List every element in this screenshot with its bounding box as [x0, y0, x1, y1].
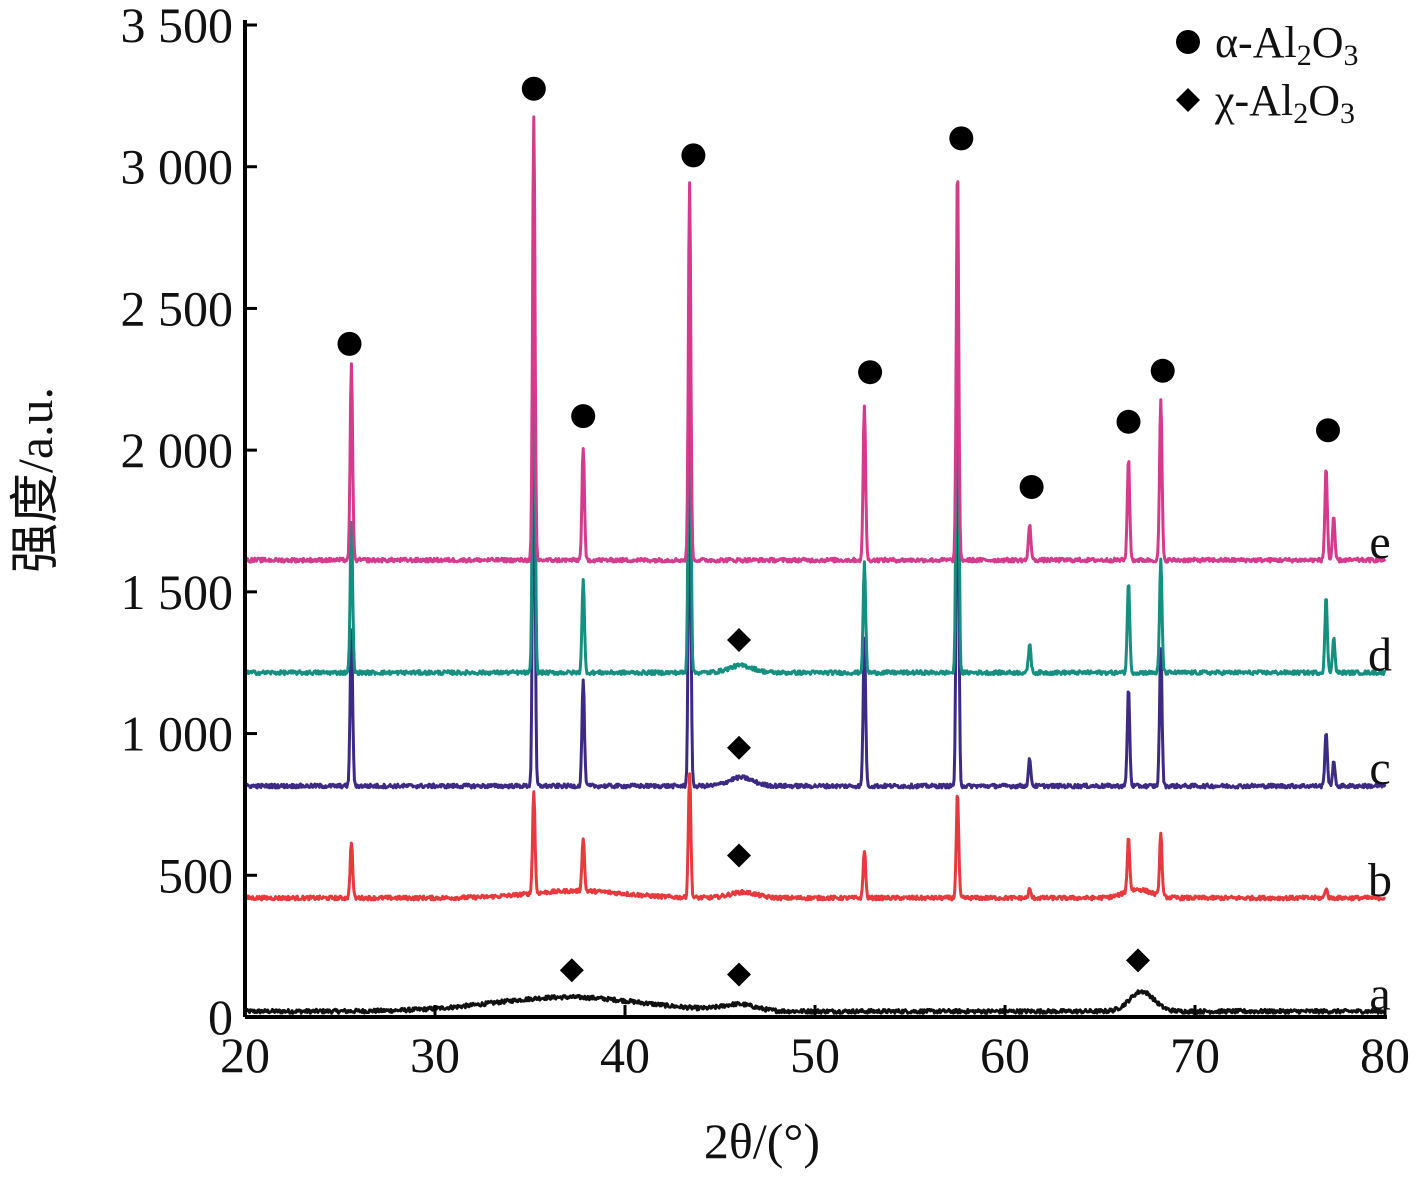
chi-marker-12 [727, 843, 751, 868]
series-line-d [243, 221, 1387, 677]
legend-label-1: χ-Al2O3 [1214, 76, 1355, 130]
alpha-marker-1 [521, 76, 546, 101]
chi-marker-15 [1126, 948, 1150, 973]
x-tick-label: 80 [1360, 1027, 1410, 1083]
series-labels: a b c d e [1368, 516, 1392, 1020]
series-line-b [243, 772, 1387, 902]
alpha-marker-5 [949, 126, 974, 151]
series-line-c [243, 357, 1387, 790]
alpha-marker-9 [1316, 418, 1340, 443]
chi-marker-13 [559, 958, 584, 983]
y-tick-label: 500 [158, 847, 233, 903]
alpha-marker-8 [1150, 358, 1175, 383]
alpha-marker-2 [571, 404, 596, 429]
alpha-marker-3 [681, 143, 706, 168]
alpha-marker-0 [337, 331, 362, 356]
x-tick-label: 70 [1170, 1027, 1220, 1083]
legend-alpha-marker [1176, 30, 1200, 54]
chi-marker-14 [727, 962, 751, 987]
alpha-marker-7 [1116, 409, 1141, 434]
series-label-b: b [1368, 854, 1392, 907]
y-tick-label: 1 000 [121, 706, 234, 762]
series-label-e: e [1369, 516, 1390, 569]
y-tick-label: 2 500 [121, 280, 234, 336]
ticks: 20 30 40 50 60 70 80 0 500 1 000 1 500 2 000 2 500 3 … [121, 0, 1411, 1083]
series-label-d: d [1368, 629, 1392, 682]
y-tick-label: 3 000 [121, 139, 234, 195]
y-tick-label: 2 000 [121, 422, 234, 478]
x-tick-label: 40 [600, 1027, 650, 1083]
y-tick-label: 3 500 [121, 0, 234, 53]
legend-label-0: α-Al2O3 [1215, 18, 1359, 72]
alpha-marker-4 [858, 360, 883, 385]
x-tick-label: 20 [220, 1027, 270, 1083]
alpha-marker-6 [1019, 474, 1044, 499]
x-tick-label: 60 [980, 1027, 1030, 1083]
y-tick-label: 1 500 [121, 564, 234, 620]
series-line-e [244, 115, 1387, 564]
series-label-a: a [1369, 967, 1390, 1020]
y-tick-label: 0 [208, 989, 233, 1045]
x-tick-label: 30 [410, 1027, 460, 1083]
phase-markers [337, 76, 1340, 987]
plot-lines [243, 115, 1387, 1015]
chi-marker-10 [727, 628, 751, 653]
legend-chi-marker [1176, 88, 1200, 112]
y-axis-title: 强度/a.u. [7, 387, 63, 573]
x-axis-title: 2θ/(°) [704, 1113, 820, 1169]
x-tick-label: 50 [790, 1027, 840, 1083]
series-label-c: c [1369, 742, 1390, 795]
chi-marker-11 [727, 735, 751, 760]
axes [243, 20, 1387, 1019]
